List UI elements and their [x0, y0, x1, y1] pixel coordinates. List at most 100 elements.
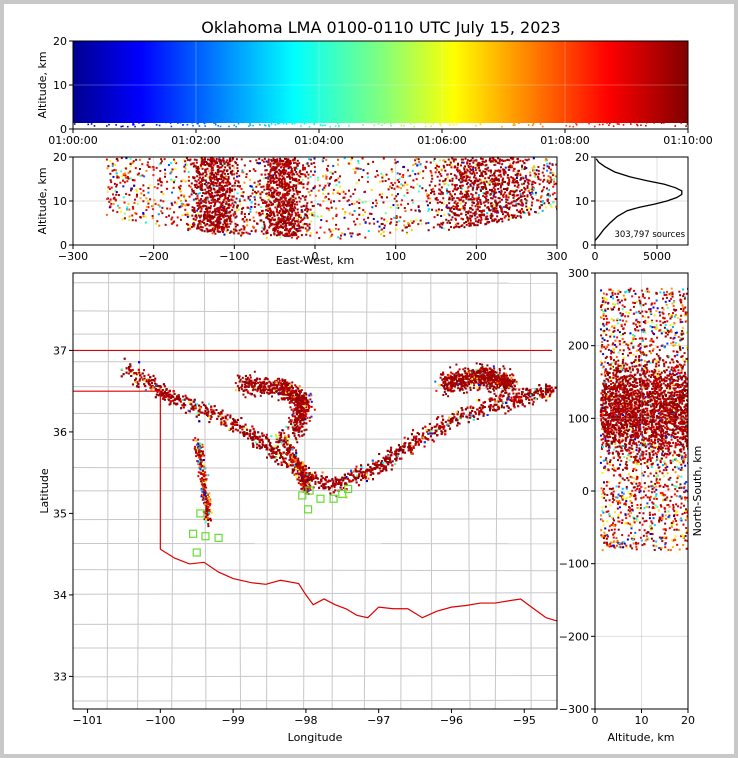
ew-cluster-point [210, 177, 213, 180]
ew-source-point [449, 160, 452, 163]
ew-cluster-point [221, 225, 224, 228]
ew-cluster-point [278, 210, 281, 213]
ew-source-point [410, 185, 413, 188]
ew-cluster-point [277, 220, 280, 223]
ew-source-point [159, 199, 162, 202]
ew-source-point [390, 168, 393, 171]
ew-source-point [192, 219, 195, 222]
ew-cluster-point [213, 229, 216, 232]
ew-source-point [531, 180, 534, 183]
ew-source-point [454, 205, 457, 208]
ew-cluster-point [491, 177, 494, 180]
ew-source-point [132, 160, 135, 163]
ew-cluster-point [207, 219, 210, 222]
ew-source-point [294, 161, 297, 164]
ew-source-point [435, 209, 438, 212]
ew-cluster-point [455, 205, 458, 208]
ew-cluster-point [466, 191, 469, 194]
ew-source-point [128, 218, 131, 221]
time-source-point [132, 124, 134, 126]
ew-cluster-point [271, 222, 274, 225]
ew-cluster-point [465, 179, 468, 182]
ew-cluster-point [468, 170, 471, 173]
ew-cluster-point [196, 225, 199, 228]
ew-cluster-point [203, 161, 206, 164]
ew-cluster-point [295, 180, 298, 183]
ew-cluster-point [286, 209, 289, 212]
ew-cluster-point [268, 204, 271, 207]
ew-cluster-point [202, 179, 205, 182]
ew-cluster-point [502, 193, 505, 196]
ew-source-point [523, 168, 526, 171]
ew-source-point [440, 226, 443, 229]
ew-cluster-point [276, 186, 279, 189]
ew-source-point [446, 173, 449, 176]
ew-cluster-point [511, 181, 514, 184]
ew-cluster-point [229, 231, 232, 234]
ew-cluster-point [283, 188, 286, 191]
ew-cluster-point [281, 186, 284, 189]
ew-source-point [440, 167, 443, 170]
ew-source-point [403, 184, 406, 187]
ew-cluster-point [221, 159, 224, 162]
ew-source-point [188, 195, 191, 198]
ew-source-point [125, 167, 128, 170]
ew-cluster-point [218, 211, 221, 214]
ew-cluster-point [214, 191, 217, 194]
time-source-point [180, 121, 183, 123]
time-source-point [606, 119, 608, 121]
ew-source-point [550, 205, 553, 208]
ew-cluster-point [307, 165, 310, 168]
ew-cluster-point [295, 184, 298, 187]
plan-source-point [154, 382, 157, 385]
ew-source-point [393, 216, 396, 219]
ew-source-point [293, 158, 296, 161]
ew-cluster-point [479, 174, 482, 177]
ew-source-point [198, 206, 201, 209]
ew-cluster-point [193, 191, 196, 194]
ew-cluster-point [534, 181, 537, 184]
ew-cluster-point [274, 181, 277, 184]
ew-source-point [534, 193, 537, 196]
ew-cluster-point [458, 169, 461, 172]
time-height-y-label: Altitude, km [36, 51, 49, 118]
ew-source-point [440, 222, 443, 225]
ew-source-point [158, 163, 161, 166]
ew-source-point [109, 205, 112, 208]
ew-cluster-point [292, 201, 295, 204]
ew-source-point [187, 229, 190, 232]
ew-cluster-point [505, 198, 508, 201]
ew-source-point [374, 175, 377, 178]
time-source-point [575, 122, 577, 125]
ew-cluster-point [277, 200, 280, 203]
time-source-point [168, 120, 170, 123]
ew-source-point [449, 193, 452, 196]
ew-cluster-point [511, 204, 514, 207]
ew-source-point [147, 206, 150, 209]
ew-source-point [457, 197, 460, 200]
ew-cluster-point [467, 164, 470, 167]
ew-cluster-point [516, 215, 519, 218]
time-source-point [528, 121, 531, 123]
ew-cluster-point [218, 158, 221, 161]
ew-source-point [427, 209, 430, 212]
ew-source-point [553, 178, 556, 181]
time-source-point [179, 121, 182, 124]
time-source-point [314, 121, 316, 124]
ew-source-point [391, 193, 394, 196]
ew-cluster-point [290, 171, 293, 174]
ew-source-point [519, 215, 522, 218]
ew-source-point [231, 202, 234, 205]
ew-cluster-point [211, 216, 214, 219]
ew-source-point [312, 204, 315, 207]
ew-tick-label: 100 [385, 250, 406, 263]
ew-source-point [138, 158, 141, 161]
time-source-point [182, 124, 184, 126]
ew-cluster-point [489, 209, 492, 212]
ew-source-point [329, 201, 332, 204]
ew-cluster-point [217, 178, 220, 181]
ew-source-point [370, 189, 373, 192]
ew-source-point [410, 229, 413, 232]
ew-source-point [354, 223, 357, 226]
ew-cluster-point [517, 169, 520, 172]
